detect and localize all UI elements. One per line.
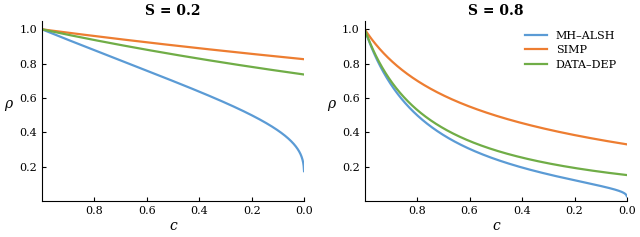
- Y-axis label: ρ: ρ: [4, 97, 12, 111]
- Title: S = 0.2: S = 0.2: [145, 4, 201, 18]
- X-axis label: c: c: [169, 219, 177, 233]
- X-axis label: c: c: [492, 219, 500, 233]
- Legend: MH–ALSH, SIMP, DATA–DEP: MH–ALSH, SIMP, DATA–DEP: [520, 26, 621, 74]
- Title: S = 0.8: S = 0.8: [468, 4, 524, 18]
- Y-axis label: ρ: ρ: [327, 97, 335, 111]
